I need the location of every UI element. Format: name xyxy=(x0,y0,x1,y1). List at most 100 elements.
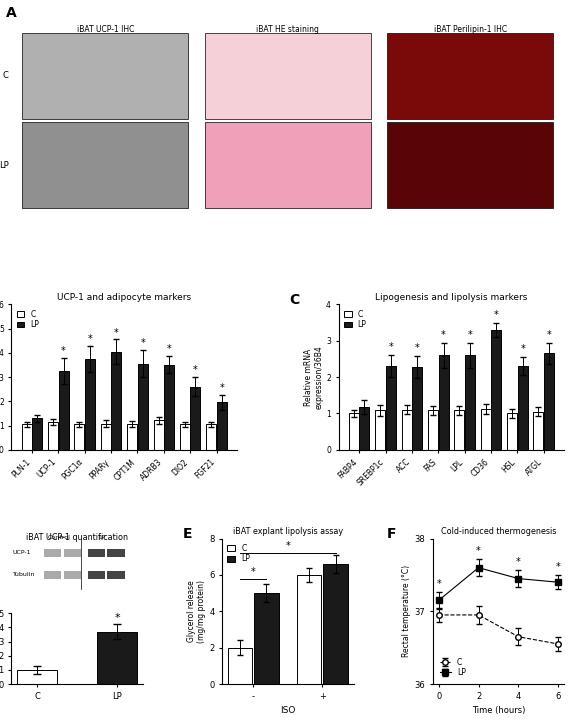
Y-axis label: Glycerol release
(mg/mg protein): Glycerol release (mg/mg protein) xyxy=(187,580,206,643)
FancyBboxPatch shape xyxy=(64,571,81,579)
FancyBboxPatch shape xyxy=(205,33,370,119)
Bar xyxy=(518,366,528,450)
FancyBboxPatch shape xyxy=(205,122,370,207)
FancyBboxPatch shape xyxy=(388,122,553,207)
Text: Tubulin: Tubulin xyxy=(13,572,35,577)
Text: *: * xyxy=(494,310,499,320)
Bar xyxy=(48,422,58,450)
Bar xyxy=(97,631,137,684)
Bar xyxy=(32,418,42,450)
Bar xyxy=(254,593,279,684)
Title: Cold-induced thermogenesis: Cold-induced thermogenesis xyxy=(441,528,556,536)
Bar xyxy=(59,371,68,450)
Bar xyxy=(75,424,84,450)
Text: *: * xyxy=(520,344,525,354)
Bar xyxy=(507,413,517,450)
Text: *: * xyxy=(61,346,66,356)
Text: *: * xyxy=(219,383,224,393)
Bar xyxy=(402,410,412,450)
Y-axis label: Rectal temperature (°C): Rectal temperature (°C) xyxy=(402,565,412,657)
Text: F: F xyxy=(386,527,396,541)
FancyBboxPatch shape xyxy=(44,549,62,557)
Bar xyxy=(206,424,216,450)
Legend: C, LP: C, LP xyxy=(343,308,368,330)
Text: iBAT UCP-1 IHC: iBAT UCP-1 IHC xyxy=(77,25,134,35)
Text: C: C xyxy=(3,71,9,81)
Bar xyxy=(111,351,121,450)
Text: iBAT HE staining: iBAT HE staining xyxy=(256,25,319,35)
Title: UCP-1 and adipocyte markers: UCP-1 and adipocyte markers xyxy=(57,293,192,302)
Bar xyxy=(85,359,95,450)
Text: *: * xyxy=(286,541,290,552)
Text: iBAT UCP-1 quantification: iBAT UCP-1 quantification xyxy=(26,533,128,541)
Text: A: A xyxy=(6,6,17,19)
Bar xyxy=(164,365,174,450)
Bar xyxy=(190,387,201,450)
Bar xyxy=(491,330,501,450)
Bar xyxy=(481,409,491,450)
Bar xyxy=(454,410,465,450)
FancyBboxPatch shape xyxy=(22,122,188,207)
Bar xyxy=(17,670,57,684)
Text: *: * xyxy=(140,338,145,348)
Bar xyxy=(127,424,137,450)
Text: LP: LP xyxy=(99,535,106,540)
Text: *: * xyxy=(547,330,551,340)
Text: *: * xyxy=(556,562,561,572)
FancyBboxPatch shape xyxy=(22,33,188,119)
FancyBboxPatch shape xyxy=(88,549,105,557)
Text: LP: LP xyxy=(0,161,9,170)
Bar xyxy=(544,354,554,450)
Y-axis label: Relative mRNA
expression/36B4: Relative mRNA expression/36B4 xyxy=(304,345,323,409)
Bar xyxy=(386,366,396,450)
Bar xyxy=(438,355,449,450)
Text: *: * xyxy=(467,330,473,340)
Bar xyxy=(138,364,148,450)
Bar xyxy=(360,407,369,450)
Bar xyxy=(428,410,438,450)
Bar xyxy=(465,355,475,450)
Legend: C, LP: C, LP xyxy=(437,654,469,680)
Title: iBAT explant lipolysis assay: iBAT explant lipolysis assay xyxy=(233,528,343,536)
Text: *: * xyxy=(166,344,172,354)
Text: *: * xyxy=(476,546,481,556)
FancyBboxPatch shape xyxy=(108,549,125,557)
Bar xyxy=(349,413,359,450)
Text: *: * xyxy=(193,365,198,375)
Text: *: * xyxy=(441,330,446,340)
Text: *: * xyxy=(251,567,255,577)
FancyBboxPatch shape xyxy=(88,571,105,579)
Bar xyxy=(101,423,111,450)
FancyBboxPatch shape xyxy=(108,571,125,579)
Text: *: * xyxy=(115,613,120,623)
Bar xyxy=(412,367,422,450)
Bar xyxy=(324,564,348,684)
Legend: C, LP: C, LP xyxy=(15,308,41,330)
Legend: C, LP: C, LP xyxy=(226,542,251,565)
Text: *: * xyxy=(436,579,441,589)
Text: Control: Control xyxy=(47,535,70,540)
Text: *: * xyxy=(388,342,393,352)
Text: *: * xyxy=(516,557,521,567)
Text: iBAT Perilipin-1 IHC: iBAT Perilipin-1 IHC xyxy=(434,25,507,35)
X-axis label: ISO: ISO xyxy=(280,706,295,715)
Bar xyxy=(180,424,190,450)
Text: UCP-1: UCP-1 xyxy=(13,550,31,555)
Bar xyxy=(534,412,543,450)
FancyBboxPatch shape xyxy=(388,33,553,119)
Bar xyxy=(153,420,164,450)
Text: E: E xyxy=(182,527,192,541)
Bar xyxy=(228,648,252,684)
Bar xyxy=(22,424,32,450)
X-axis label: Time (hours): Time (hours) xyxy=(472,706,525,715)
Text: *: * xyxy=(415,343,420,353)
Text: *: * xyxy=(114,328,119,338)
Bar xyxy=(297,575,321,684)
FancyBboxPatch shape xyxy=(44,571,62,579)
Text: *: * xyxy=(88,333,92,343)
Title: Lipogenesis and lipolysis markers: Lipogenesis and lipolysis markers xyxy=(375,293,528,302)
Text: C: C xyxy=(289,293,299,307)
FancyBboxPatch shape xyxy=(64,549,81,557)
Bar xyxy=(375,410,385,450)
Bar xyxy=(217,402,227,450)
